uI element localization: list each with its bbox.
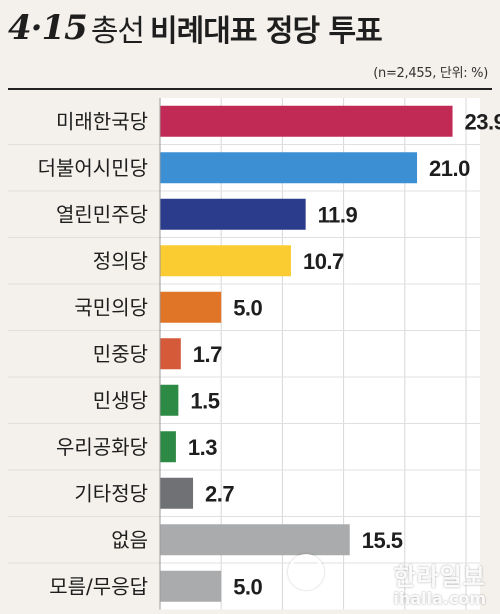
category-label: 열린민주당 — [56, 202, 148, 226]
chart-header: 4·15 총선 비례대표 정당 투표 — [8, 6, 383, 56]
value-label: 5.0 — [233, 295, 262, 320]
bar — [160, 384, 179, 416]
bar — [160, 570, 222, 602]
category-label: 미래한국당 — [56, 109, 148, 133]
bar — [160, 477, 194, 509]
bar — [160, 338, 181, 370]
value-label: 2.7 — [205, 481, 234, 506]
value-label: 5.0 — [233, 574, 262, 599]
chart-subtitle: (n=2,455, 단위: %) — [373, 66, 488, 81]
value-label: 10.7 — [303, 249, 344, 274]
category-label: 민생당 — [93, 388, 148, 412]
bar — [160, 245, 291, 277]
value-label: 1.7 — [193, 342, 222, 367]
bar — [160, 152, 418, 184]
value-label: 23.9 — [465, 109, 500, 134]
title-light: 총선 — [90, 14, 145, 49]
category-label: 없음 — [111, 528, 148, 552]
value-label: 1.5 — [190, 388, 219, 413]
value-label: 21.0 — [429, 156, 470, 181]
category-label: 민중당 — [93, 342, 148, 366]
chart-title: 비례대표 정당 투표 — [150, 14, 383, 49]
watermark-sub: ihalla.com — [393, 589, 486, 608]
category-label: 기타정당 — [74, 481, 148, 505]
category-label: 정의당 — [93, 249, 148, 273]
title-number: 4·15 — [8, 8, 88, 48]
watermark-main: 한라일보 — [393, 563, 486, 591]
bar — [160, 105, 453, 137]
watermark: 한라일보 ihalla.com — [393, 564, 486, 608]
value-label: 11.9 — [318, 202, 358, 227]
category-label: 우리공화당 — [56, 435, 148, 459]
category-label: 모름/무응답 — [49, 574, 148, 598]
value-label: 15.5 — [362, 528, 403, 553]
category-label: 더불어시민당 — [38, 156, 148, 180]
bar — [160, 524, 350, 556]
value-label: 1.3 — [188, 435, 217, 460]
watermark-logo-icon — [288, 554, 324, 590]
bar — [160, 198, 306, 230]
bar — [160, 291, 222, 323]
category-label: 국민의당 — [74, 295, 148, 319]
header-rule — [8, 88, 492, 90]
bar — [160, 431, 176, 463]
